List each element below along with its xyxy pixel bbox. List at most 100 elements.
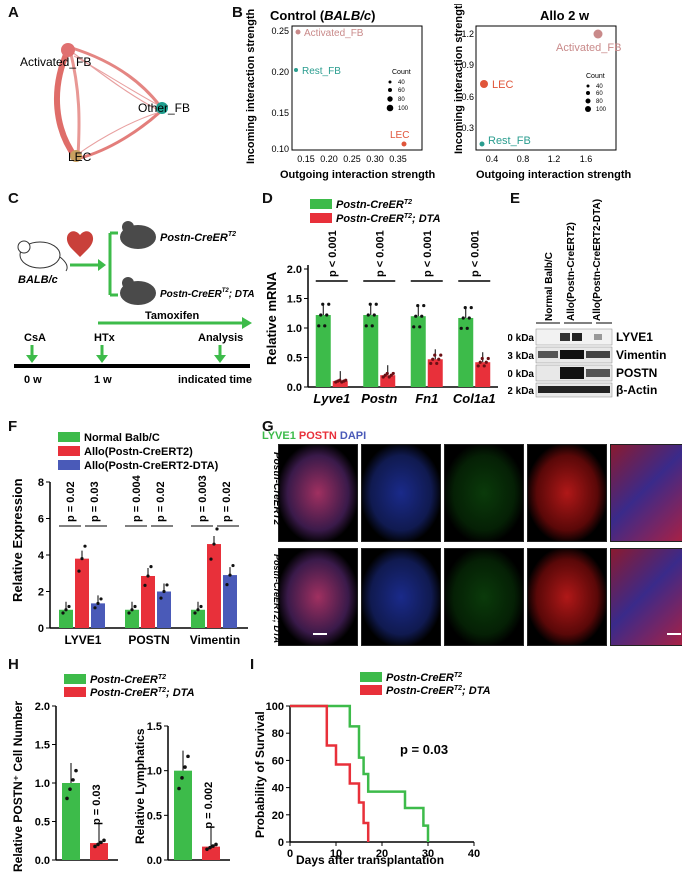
h-right-dot <box>177 786 181 791</box>
microscopy-image <box>361 444 441 542</box>
h-left-dot <box>68 787 72 791</box>
d-xtick-label: Lyve1 <box>313 391 350 406</box>
e-kda-0: 70 kDa <box>508 333 534 344</box>
f-legend-label-1: Allo(Postn-CreERT2) <box>84 446 193 458</box>
d-bar <box>380 375 396 387</box>
d-dot <box>459 326 463 330</box>
f-legend-label-0: Normal Balb/C <box>84 432 160 444</box>
time-0w: 0 w <box>24 374 42 386</box>
h-right-dot <box>208 845 212 850</box>
i-legend-swatch-0 <box>360 672 382 682</box>
d-xtick-label: Postn <box>361 391 397 406</box>
b-right-point-activated <box>593 29 603 39</box>
h-right-dot <box>183 765 187 769</box>
b-left-ytick: 0.25 <box>271 26 289 36</box>
svg-text:80: 80 <box>398 97 405 103</box>
h-left-dot <box>74 768 78 773</box>
tamoxifen-label: Tamoxifen <box>145 310 199 322</box>
b-right-xtick: 0.8 <box>517 154 530 164</box>
panel-h-bar-charts: Postn-CreERT2 Postn-CreERT2; DTA Relativ… <box>11 674 230 872</box>
donor-mouse-icon <box>17 240 68 272</box>
i-xtick-label: 30 <box>422 848 434 860</box>
f-dot <box>165 583 169 587</box>
d-legend-swatch-1 <box>310 213 332 223</box>
h-left-dot <box>71 778 75 782</box>
d-dot <box>364 324 368 328</box>
panel-b-left-ylabel: Incoming interaction strength <box>245 8 257 164</box>
e-lane-label-1: Allo(Postn-CreERT2) <box>566 222 577 321</box>
h-left-dot <box>96 842 100 847</box>
h-legend-swatch-0 <box>64 674 86 684</box>
f-dot <box>162 589 166 594</box>
panel-i-survival-curve: Postn-CreERT2 Postn-CreERT2; DTA Probabi… <box>253 672 491 867</box>
d-dot <box>478 360 482 364</box>
i-series-line <box>290 704 370 842</box>
d-dot <box>391 371 395 376</box>
d-pvalue: p < 0.001 <box>327 230 339 277</box>
d-dot <box>323 324 327 328</box>
d-dot <box>372 313 376 317</box>
g-row-label-bottom: Postn-CreERT2; DTA <box>272 554 280 643</box>
b-right-point-lec <box>480 80 488 88</box>
b-right-ytick: 0.6 <box>461 92 474 102</box>
d-dot <box>486 356 490 361</box>
h-left-ytick-label: 0.5 <box>35 817 50 829</box>
f-ytick-label: 6 <box>38 514 44 526</box>
d-bar <box>332 381 348 387</box>
f-dot <box>133 604 137 609</box>
g-stain-legend: LYVE1 POSTN DAPI <box>262 430 366 442</box>
b-left-xtick: 0.30 <box>366 154 384 164</box>
d-legend-swatch-0 <box>310 199 332 209</box>
i-series-line <box>290 704 430 842</box>
d-dot <box>319 313 323 317</box>
d-dot <box>465 326 469 330</box>
d-dot <box>422 303 426 308</box>
f-pvalue: p = 0.004 <box>131 474 143 522</box>
f-dot <box>127 611 131 615</box>
svg-text:100: 100 <box>398 106 409 112</box>
microscopy-image <box>444 444 524 542</box>
d-dot <box>469 306 473 310</box>
panel-label-c: C <box>8 190 19 207</box>
panel-b-left-scatter: Control (BALB/c) Incoming interaction st… <box>245 8 435 181</box>
i-pvalue: p = 0.03 <box>400 742 448 757</box>
panel-e-western-blot: Normal Balb/C Allo(Postn-CreERT2) Allo(P… <box>508 195 680 417</box>
e-kda-2: 100 kDa <box>508 369 534 380</box>
svg-text:100: 100 <box>596 107 607 113</box>
d-ytick-label: 2.0 <box>287 264 302 276</box>
d-pvalue: p < 0.001 <box>469 230 481 277</box>
f-bar <box>125 609 139 628</box>
f-dot <box>159 596 163 600</box>
f-ytick-label: 2 <box>38 587 44 599</box>
b-left-label-lec: LEC <box>390 130 409 141</box>
microscopy-image <box>527 548 607 646</box>
e-lane-label-0: Normal Balb/C <box>544 252 555 321</box>
h-right-ytick-label: 0.5 <box>147 810 162 822</box>
i-ytick-label: 60 <box>272 755 284 767</box>
d-xtick-label: Col1a1 <box>453 391 496 406</box>
f-dot <box>193 611 197 615</box>
h-right-bar <box>174 770 192 860</box>
h-left-ytick-label: 1.0 <box>35 778 50 790</box>
svg-text:40: 40 <box>398 80 405 86</box>
d-dot <box>431 357 435 361</box>
d-bar <box>475 362 491 387</box>
other-fb-label: Other_FB <box>138 101 190 115</box>
d-dot <box>385 371 389 376</box>
f-dot <box>99 597 103 601</box>
f-dot <box>199 604 203 609</box>
panel-label-a: A <box>8 4 19 21</box>
panel-b-right-title: Allo 2 w <box>540 8 590 23</box>
d-dot <box>325 313 329 317</box>
b-right-ytick: 0.3 <box>461 123 474 133</box>
f-bar <box>157 591 171 628</box>
i-ytick-label: 20 <box>272 810 284 822</box>
h-left-ytick-label: 0.0 <box>35 855 50 867</box>
h-right-pvalue: p = 0.002 <box>203 782 215 829</box>
d-dot <box>420 314 424 318</box>
event-htx: HTx <box>94 332 116 344</box>
h-left-dot <box>93 844 97 849</box>
d-dot <box>480 356 484 361</box>
h-right-ytick-label: 1.5 <box>147 721 162 733</box>
d-bar <box>427 359 443 387</box>
